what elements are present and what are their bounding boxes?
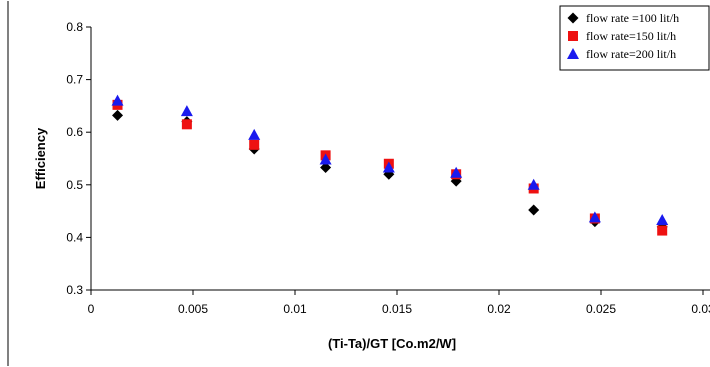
y-tick-label: 0.4 [66,230,83,244]
data-point [181,119,192,130]
x-tick-label: 0.01 [283,302,307,316]
x-tick-label: 0.03 [691,302,710,316]
data-point [112,109,124,121]
data-point [382,161,395,173]
y-tick-label: 0.3 [66,283,83,297]
data-point [111,94,124,106]
data-points [111,94,669,236]
x-tick-label: 0.025 [586,302,616,316]
data-point [249,139,260,150]
x-tick-label: 0 [88,302,95,316]
axes: 0.3 0.4 0.5 0.6 0.7 0.8 0 0.005 0.01 0.015 0.02 0.0… [66,20,710,316]
y-axis-title: Efficiency [33,127,48,189]
x-tick-label: 0.015 [382,302,412,316]
legend-box [559,5,710,71]
legend-label: flow rate=200 lit/h [586,47,676,61]
legend-label: flow rate=150 lit/h [586,29,676,43]
x-axis-title: (Ti-Ta)/GT [Co.m2/W] [328,336,456,351]
legend-marker [567,12,579,24]
y-tick-label: 0.8 [66,20,83,34]
legend-label: flow rate =100 lit/h [586,11,679,25]
legend-marker [567,48,579,59]
y-axis-title-group: Efficiency [33,127,48,189]
legend-marker [568,31,578,41]
data-point [180,105,193,117]
series-3 [111,94,669,226]
x-tick-label: 0.005 [178,302,208,316]
data-point [320,161,332,173]
data-point [588,211,601,223]
data-point [248,128,261,140]
data-point [527,178,540,190]
legend: flow rate =100 lit/h flow rate=150 lit/h f… [559,5,710,71]
x-tick-label: 0.02 [487,302,511,316]
y-tick-label: 0.6 [66,125,83,139]
data-point [656,214,669,226]
data-point [657,225,668,236]
data-point [450,166,463,178]
y-tick-label: 0.5 [66,178,83,192]
y-tick-label: 0.7 [66,73,83,87]
data-point [319,153,332,165]
data-point [528,204,540,216]
